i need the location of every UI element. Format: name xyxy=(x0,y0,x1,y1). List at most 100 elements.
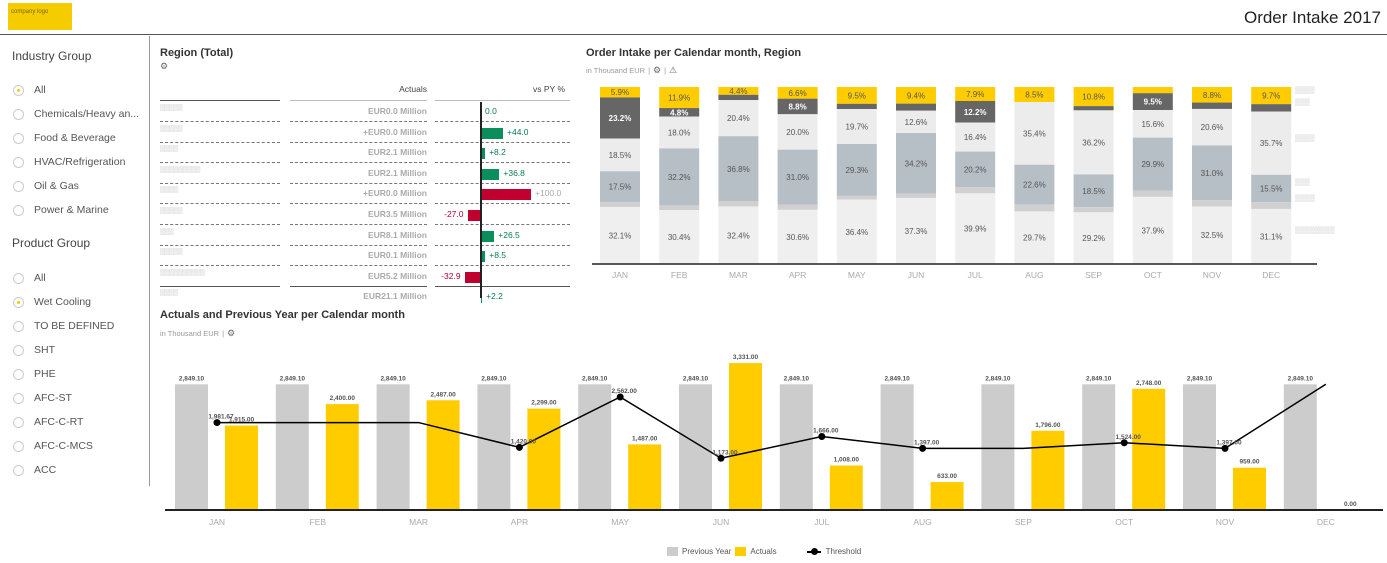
stack-segment xyxy=(600,171,640,203)
industry-group-option[interactable]: HVAC/Refrigeration xyxy=(13,156,125,168)
stack-segment xyxy=(955,122,996,152)
gear-icon[interactable]: ⚙ xyxy=(227,328,236,338)
radio-button[interactable] xyxy=(13,204,24,216)
legend-label-threshold: Threshold xyxy=(825,547,862,556)
radio-button[interactable] xyxy=(13,296,24,308)
segment-label: 32.4% xyxy=(727,231,750,240)
segment-label: 29.2% xyxy=(1082,234,1105,243)
radio-button[interactable] xyxy=(13,392,24,404)
stack-segment xyxy=(1073,207,1114,213)
segment-label: 29.7% xyxy=(1023,234,1046,243)
industry-group-option[interactable]: Chemicals/Heavy an... xyxy=(13,108,139,120)
actuals-label: 1,487.00 xyxy=(632,435,658,442)
region-table-row[interactable]: ▒▒▒▒▒ +EUR0.0 Million +44.0 xyxy=(160,123,570,143)
stack-segment xyxy=(1251,104,1292,112)
radio-button[interactable] xyxy=(13,416,24,428)
region-actual: EUR0.1 Million xyxy=(367,250,427,261)
region-table-row[interactable]: ▒▒▒ EUR8.1 Million +26.5 xyxy=(160,226,570,246)
product-group-option[interactable]: All xyxy=(13,272,46,284)
stack-segment xyxy=(600,207,640,264)
stack-segment xyxy=(955,193,996,264)
product-group-option[interactable]: SHT xyxy=(13,344,55,356)
region-table-row[interactable]: ▒▒▒▒ +EUR0.0 Million +100.0 xyxy=(160,184,570,205)
stack-segment xyxy=(1192,108,1232,146)
x-tick-label: NOV xyxy=(1203,270,1222,280)
product-group-option[interactable]: ACC xyxy=(13,464,56,476)
segment-label: 20.0% xyxy=(786,128,809,137)
region-table-row[interactable]: ▒▒▒▒▒ EUR3.5 Million -27.0 xyxy=(160,205,570,225)
stack-segment xyxy=(1014,87,1055,103)
header-bar: company logo Order Intake 2017 xyxy=(0,0,1387,35)
actuals-bar xyxy=(829,465,863,510)
stack-segment xyxy=(718,201,759,207)
radio-button[interactable] xyxy=(13,320,24,332)
segment-label: 5.9% xyxy=(611,88,629,97)
region-table-row[interactable]: ▒▒▒▒▒▒▒▒▒ EUR2.1 Million +36.8 xyxy=(160,164,570,184)
x-tick-label: MAY xyxy=(611,517,629,527)
product-group-option[interactable]: AFC-ST xyxy=(13,392,72,404)
actuals-combo-chart: 2,849.10 1,915.00 JAN 2,849.10 2,400.00 FEB 2,… xyxy=(165,354,1383,527)
radio-button[interactable] xyxy=(13,180,24,192)
region-table-row[interactable]: ▒▒▒▒▒ EUR0.1 Million +8.5 xyxy=(160,246,570,267)
region-table-row[interactable]: ▒▒▒▒ EUR21.1 Million +2.2 xyxy=(160,287,570,307)
segment-label: 22.6% xyxy=(1023,181,1046,190)
radio-button[interactable] xyxy=(13,368,24,380)
radio-button[interactable] xyxy=(13,272,24,284)
region-actual: EUR5.2 Million xyxy=(367,270,427,281)
segment-label: 35.7% xyxy=(1260,139,1283,148)
product-group-option[interactable]: AFC-C-MCS xyxy=(13,440,93,452)
industry-group-option[interactable]: Oil & Gas xyxy=(13,180,79,192)
radio-button[interactable] xyxy=(13,464,24,476)
stack-segment xyxy=(1251,174,1292,203)
gear-icon[interactable]: ⚙ xyxy=(160,61,169,71)
stack-segment xyxy=(836,103,877,110)
legend-threshold-icon xyxy=(806,547,821,555)
segment-label: 37.3% xyxy=(905,227,928,236)
region-table-row[interactable]: ▒▒▒▒▒ EUR0.0 Million 0.0 xyxy=(160,102,570,122)
product-group-option[interactable]: PHE xyxy=(13,368,56,380)
vs-py-value: 0.0 xyxy=(485,106,497,116)
stack-segment xyxy=(1132,93,1173,111)
legend-label-previous-year: Previous Year xyxy=(682,547,732,556)
vs-py-value: +8.5 xyxy=(489,250,507,261)
stack-segment xyxy=(1251,208,1292,264)
product-group-option[interactable]: AFC-C-RT xyxy=(13,416,83,428)
segment-label: 9.5% xyxy=(848,91,866,100)
stack-segment xyxy=(600,138,640,172)
threshold-line xyxy=(217,383,1327,460)
region-table-row[interactable]: ▒▒▒▒ EUR2.1 Million +8.2 xyxy=(160,143,570,164)
previous-year-label: 2,849.10 xyxy=(1288,375,1314,382)
radio-button[interactable] xyxy=(13,84,24,96)
radio-label: AFC-ST xyxy=(34,392,72,404)
previous-year-label: 2,849.10 xyxy=(481,375,507,382)
region-table-row[interactable]: ▒▒▒▒▒▒▒▒▒▒ EUR5.2 Million -32.9 xyxy=(160,267,570,287)
industry-group-option[interactable]: Food & Beverage xyxy=(13,132,116,144)
stack-segment xyxy=(1014,204,1055,212)
stack-segment xyxy=(600,202,640,208)
vs-py-value: +2.2 xyxy=(486,291,503,302)
segment-label: 31.0% xyxy=(786,173,809,182)
radio-button[interactable] xyxy=(13,132,24,144)
segment-label: 19.7% xyxy=(845,123,868,132)
stack-segment xyxy=(1192,206,1232,264)
actuals-label: 959.00 xyxy=(1240,459,1260,466)
warning-icon[interactable]: ⚠ xyxy=(669,65,678,75)
industry-group-option[interactable]: Power & Marine xyxy=(13,204,109,216)
product-group-option[interactable]: TO BE DEFINED xyxy=(13,320,114,332)
x-tick-label: APR xyxy=(789,270,806,280)
radio-button[interactable] xyxy=(13,344,24,356)
segment-label: 37.9% xyxy=(1141,226,1164,235)
region-name: ▒▒▒▒ xyxy=(160,289,178,297)
radio-button[interactable] xyxy=(13,440,24,452)
region-table-subtitle: ⚙ xyxy=(160,61,168,72)
radio-button[interactable] xyxy=(13,108,24,120)
stack-segment xyxy=(955,187,996,194)
radio-label: AFC-C-MCS xyxy=(34,440,93,452)
segment-label: 36.4% xyxy=(845,228,868,237)
product-group-option[interactable]: Wet Cooling xyxy=(13,296,91,308)
gear-icon[interactable]: ⚙ xyxy=(653,65,662,75)
region-chart-subtitle: in Thousand EUR | ⚙ | ⚠ xyxy=(586,65,678,75)
industry-group-option[interactable]: All xyxy=(13,84,46,96)
filter-sidebar: Industry Group All Chemicals/Heavy an... F… xyxy=(0,36,150,486)
radio-button[interactable] xyxy=(13,156,24,168)
